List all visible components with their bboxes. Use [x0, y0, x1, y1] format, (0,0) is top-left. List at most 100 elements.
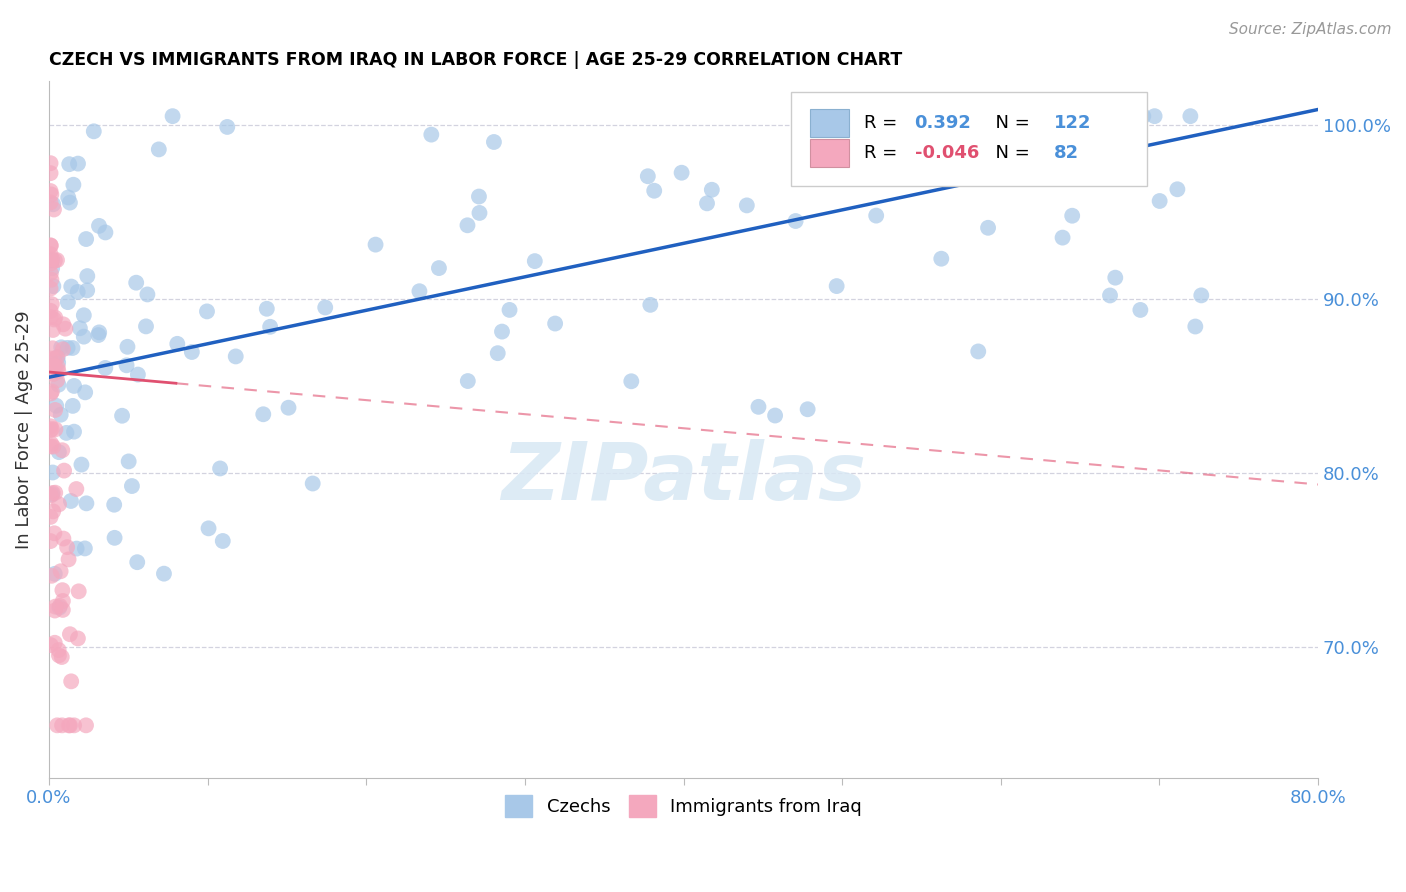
Point: [41, 487, 63, 501]
Point: [46, 373, 69, 387]
Point: [700, 183, 723, 197]
Point: [46, 351, 69, 365]
Point: [111, 409, 134, 423]
Point: [44, 485, 66, 500]
Point: [41, 422, 63, 436]
Point: [42, 202, 65, 217]
Point: [195, 304, 218, 318]
Point: [977, 220, 1000, 235]
Point: [39, 247, 62, 261]
Point: [491, 325, 513, 339]
Point: [44, 599, 66, 614]
Point: [865, 209, 887, 223]
Point: [62, 178, 84, 192]
Point: [482, 135, 505, 149]
Point: [41, 466, 63, 480]
Point: [197, 521, 219, 535]
Text: 122: 122: [1054, 114, 1091, 132]
Point: [1184, 319, 1206, 334]
Point: [127, 368, 149, 382]
Point: [427, 261, 450, 276]
Point: [51, 443, 73, 458]
Point: [671, 166, 693, 180]
Point: [44, 526, 66, 541]
Point: [49, 408, 72, 422]
Point: [1129, 302, 1152, 317]
Point: [117, 340, 139, 354]
Point: [39, 423, 62, 437]
Point: [468, 206, 491, 220]
Point: [364, 237, 387, 252]
Point: [640, 298, 662, 312]
Point: [544, 317, 567, 331]
Text: N =: N =: [984, 114, 1031, 132]
Point: [1104, 270, 1126, 285]
Point: [48, 445, 70, 459]
Point: [66, 632, 89, 646]
Point: [39, 281, 62, 295]
Point: [148, 142, 170, 156]
Point: [83, 124, 105, 138]
Point: [45, 360, 67, 375]
Point: [56, 295, 79, 310]
Point: [42, 312, 65, 326]
Point: [39, 439, 62, 453]
Point: [87, 219, 110, 233]
Point: [48, 497, 70, 511]
Point: [127, 555, 149, 569]
Point: [60, 279, 83, 293]
Point: [118, 454, 141, 468]
Point: [39, 238, 62, 252]
Point: [1143, 109, 1166, 123]
Point: [59, 718, 82, 732]
Point: [1019, 124, 1042, 138]
Point: [456, 219, 478, 233]
Point: [46, 718, 69, 732]
Point: [763, 409, 786, 423]
Point: [42, 359, 65, 373]
Point: [41, 384, 63, 399]
Point: [259, 319, 281, 334]
Point: [51, 650, 73, 665]
Point: [162, 109, 184, 123]
Point: [42, 367, 65, 381]
Point: [59, 494, 82, 508]
Point: [62, 341, 84, 355]
Point: [211, 533, 233, 548]
Bar: [810, 109, 849, 137]
Text: 0.392: 0.392: [914, 114, 972, 132]
Point: [180, 345, 202, 359]
Text: Source: ZipAtlas.com: Source: ZipAtlas.com: [1229, 22, 1392, 37]
Point: [41, 261, 63, 276]
Point: [834, 132, 856, 146]
Text: ZIPatlas: ZIPatlas: [501, 439, 866, 517]
Point: [89, 326, 111, 340]
Point: [75, 496, 97, 510]
Point: [49, 599, 72, 613]
Point: [42, 486, 65, 500]
Text: -0.046: -0.046: [914, 144, 979, 162]
Point: [63, 379, 86, 393]
Point: [256, 301, 278, 316]
Point: [1098, 288, 1121, 302]
Point: [76, 283, 98, 297]
Point: [620, 374, 643, 388]
Point: [70, 458, 93, 472]
Point: [121, 479, 143, 493]
Point: [1132, 109, 1154, 123]
Point: [58, 190, 80, 204]
Point: [135, 319, 157, 334]
Point: [523, 254, 546, 268]
Point: [44, 566, 66, 581]
Point: [42, 440, 65, 454]
Point: [42, 279, 65, 293]
Point: [52, 318, 75, 332]
Point: [408, 284, 430, 298]
Text: CZECH VS IMMIGRANTS FROM IRAQ IN LABOR FORCE | AGE 25-29 CORRELATION CHART: CZECH VS IMMIGRANTS FROM IRAQ IN LABOR F…: [49, 51, 903, 69]
Point: [75, 385, 97, 400]
Point: [39, 534, 62, 549]
Point: [44, 403, 66, 417]
Point: [314, 301, 336, 315]
Point: [51, 583, 73, 598]
Point: [103, 531, 125, 545]
